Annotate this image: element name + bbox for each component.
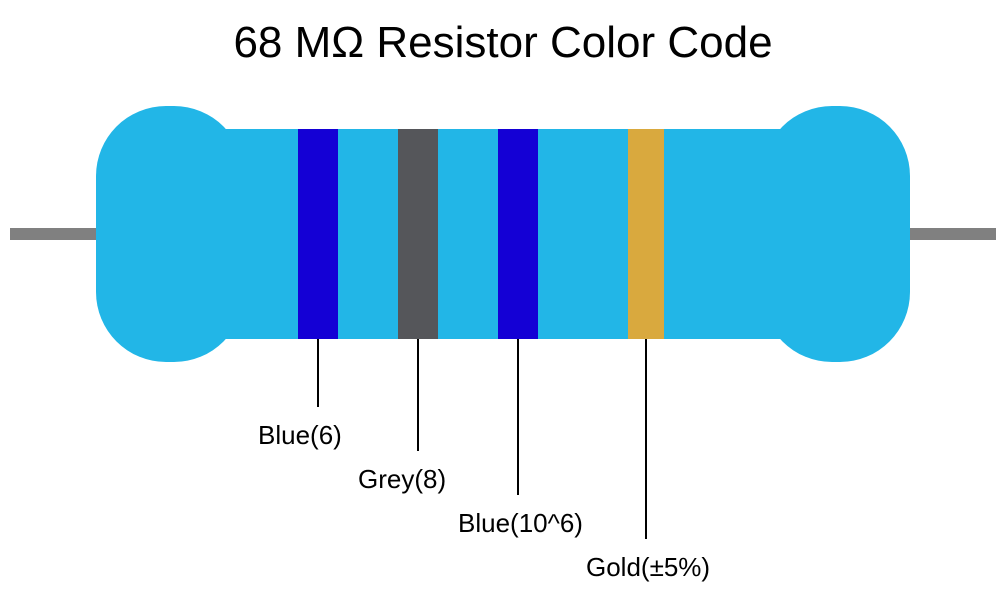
- band-label-1: Blue(6): [258, 420, 342, 451]
- band-1: [298, 129, 338, 339]
- leader-4: [645, 339, 647, 539]
- leader-3: [517, 339, 519, 495]
- band-label-4: Gold(±5%): [586, 552, 710, 583]
- band-4: [628, 129, 664, 339]
- leader-1: [317, 339, 319, 407]
- band-3: [498, 129, 538, 339]
- leader-2: [417, 339, 419, 451]
- diagram-title: 68 MΩ Resistor Color Code: [0, 18, 1006, 68]
- band-label-3: Blue(10^6): [458, 508, 583, 539]
- band-label-2: Grey(8): [358, 464, 446, 495]
- band-2: [398, 129, 438, 339]
- resistor-diagram: Blue(6) Grey(8) Blue(10^6) Gold(±5%): [0, 90, 1006, 607]
